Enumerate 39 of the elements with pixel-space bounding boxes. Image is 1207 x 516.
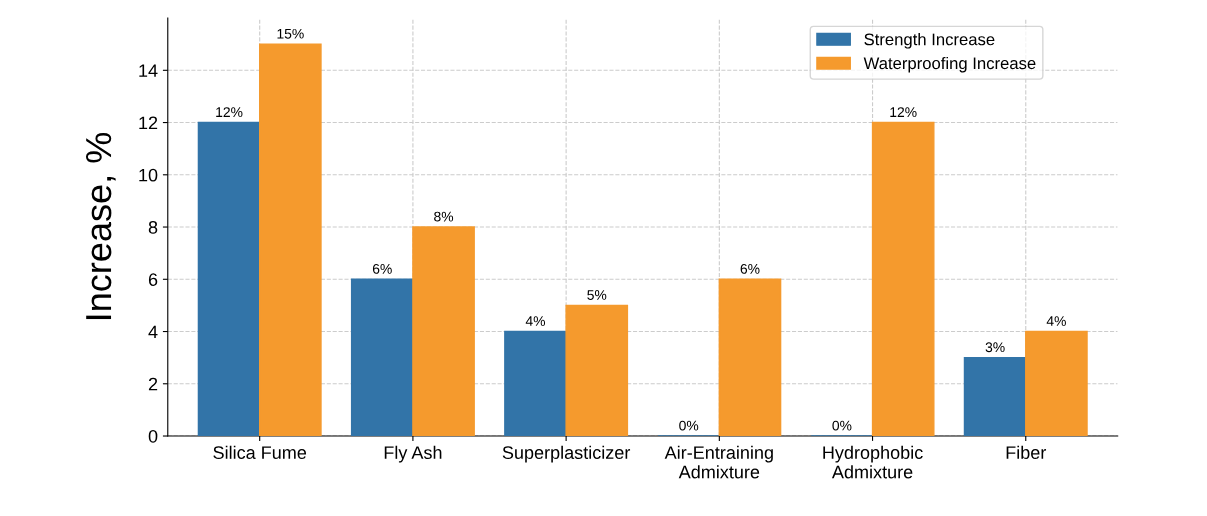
bar (963, 356, 1027, 437)
bar (197, 121, 261, 437)
x-tick-label: Fiber (1006, 445, 1047, 459)
data-label: 12% (216, 107, 243, 117)
data-label: 4% (525, 316, 546, 326)
x-tick-label: Superplasticizer (502, 445, 631, 463)
data-label: 3% (985, 342, 1005, 353)
bar (718, 278, 782, 437)
bar (504, 330, 567, 437)
data-label: 6% (372, 263, 392, 274)
y-tick-label: 0 (148, 429, 158, 443)
data-label: 12% (890, 107, 917, 117)
legend-label: Strength Increase (864, 33, 995, 49)
bar (412, 226, 475, 437)
y-tick-label: 8 (148, 220, 158, 234)
bar (350, 278, 414, 437)
y-tick-label: 6 (148, 273, 158, 287)
y-tick-label: 2 (148, 377, 158, 391)
data-label: 0% (679, 420, 699, 431)
y-tick-label: 10 (139, 168, 158, 182)
y-tick-label: 4 (148, 325, 158, 339)
x-tick-label: Hydrophobic Admixture (823, 445, 923, 479)
legend-label: Waterproofing Increase (863, 56, 1036, 73)
data-label: 15% (277, 28, 304, 39)
x-tick-label: Silica Fume (213, 445, 307, 459)
bar (1025, 330, 1088, 437)
y-axis-title: Increase, % (85, 132, 116, 320)
x-tick-label: Air-Entraining Admixture (664, 445, 773, 479)
data-label: 5% (587, 290, 607, 300)
data-label: 6% (740, 263, 760, 274)
data-label: 0% (832, 420, 852, 431)
bar (565, 304, 629, 437)
x-tick-label: Fly Ash (384, 445, 442, 463)
data-label: 4% (1046, 316, 1066, 326)
y-tick-label: 12 (139, 116, 158, 130)
bar (871, 121, 935, 437)
y-tick-label: 14 (139, 64, 158, 77)
bar (259, 43, 322, 437)
data-label: 8% (434, 211, 454, 222)
